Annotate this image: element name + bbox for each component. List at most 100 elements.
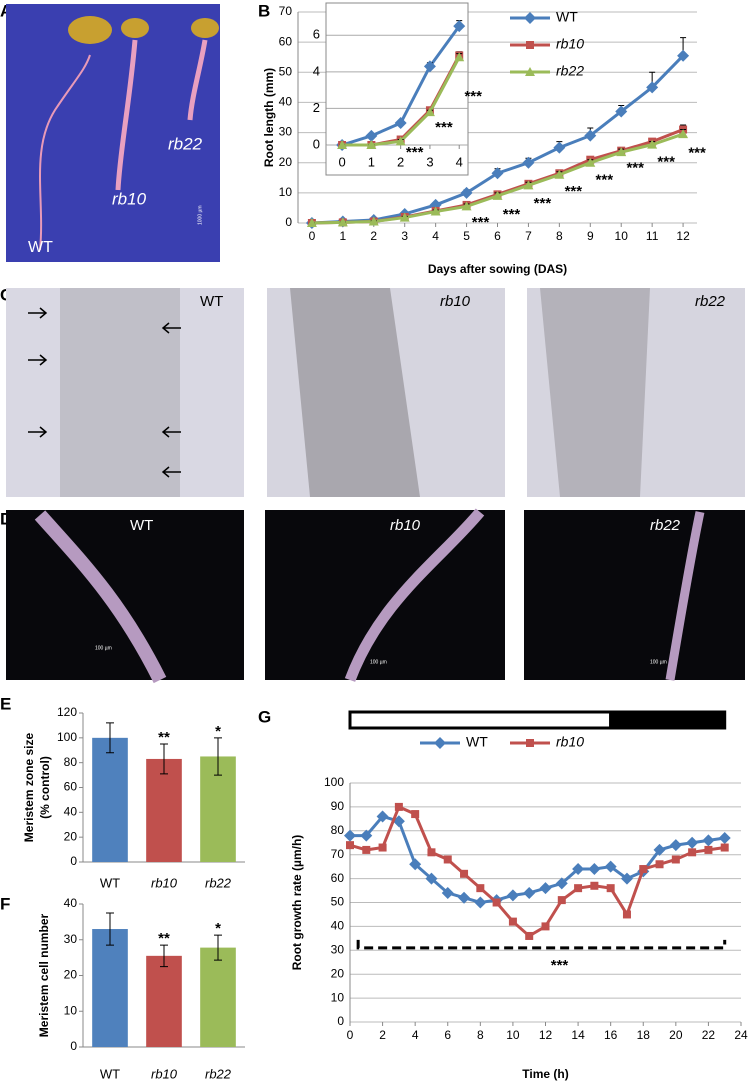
light-period (348, 710, 613, 730)
y-axis-label: Meristem cell number (37, 913, 51, 1037)
x-tick-label: 18 (637, 1028, 651, 1042)
marker (702, 834, 715, 847)
marker (453, 20, 466, 33)
marker (378, 843, 387, 852)
y-tick-label: 40 (331, 919, 345, 933)
annotation: *** (688, 145, 706, 162)
cotyledon (191, 18, 219, 38)
legend-label: rb22 (556, 63, 584, 79)
marker (584, 129, 597, 142)
x-tick-label: 6 (444, 1028, 451, 1042)
marker (616, 147, 627, 157)
scale-label: 100 µm (650, 659, 667, 665)
error-bar (214, 934, 222, 961)
y-tick-label: 60 (331, 871, 345, 885)
annotation: *** (464, 88, 482, 105)
marker (671, 855, 680, 864)
marker (337, 217, 348, 227)
scale-label: 1000 µm (197, 205, 203, 225)
x-tick-label: 4 (412, 1028, 419, 1042)
x-tick-label: 7 (525, 229, 532, 243)
marker (366, 140, 377, 149)
marker (360, 829, 373, 842)
y-axis-label: Meristem zone size (22, 732, 36, 842)
marker (454, 52, 465, 62)
marker (554, 169, 565, 179)
marker (718, 831, 731, 844)
marker (441, 886, 454, 899)
root (60, 288, 180, 497)
marker (572, 863, 585, 876)
marker (362, 845, 371, 854)
x-tick-label: 20 (669, 1028, 683, 1042)
marker (557, 896, 566, 905)
marker (337, 140, 348, 149)
legend-marker (525, 67, 535, 76)
y-axis-label: Root length (mm) (262, 68, 276, 167)
y-tick-label: 2 (313, 100, 320, 115)
marker (425, 872, 438, 885)
y-tick-label: 90 (331, 799, 345, 813)
legend-marker (526, 41, 534, 49)
marker (409, 858, 422, 871)
y-tick-label: 30 (64, 932, 78, 946)
root (540, 288, 650, 497)
x-tick-label: 10 (506, 1028, 520, 1042)
annotation: *** (534, 195, 552, 212)
legend-label: WT (466, 734, 488, 750)
marker (653, 843, 666, 856)
panel-letter: B (258, 1, 270, 20)
y-tick-label: 10 (331, 990, 345, 1004)
y-tick-label: 20 (331, 966, 345, 980)
marker (647, 139, 658, 149)
bracket (356, 939, 727, 950)
bar (92, 737, 128, 862)
label: WT (200, 293, 223, 310)
root (34, 510, 167, 684)
annotation: *** (565, 183, 583, 200)
label: rb22 (650, 517, 681, 534)
x-tick-label: 5 (463, 229, 470, 243)
error-bar (106, 912, 114, 946)
y-tick-label: 40 (279, 95, 293, 109)
x-tick-label: 16 (604, 1028, 618, 1042)
x-tick-label: 3 (401, 229, 408, 243)
significance: * (215, 723, 221, 740)
marker (555, 877, 568, 890)
marker (491, 167, 504, 180)
x-tick-label: 1 (340, 229, 347, 243)
x-tick-label: WT (100, 1066, 120, 1081)
x-tick-label: 4 (456, 154, 463, 169)
y-tick-label: 40 (64, 896, 78, 910)
marker (492, 898, 501, 907)
marker (508, 917, 517, 926)
x-tick-label: 1 (368, 154, 375, 169)
x-tick-label: 6 (494, 229, 501, 243)
marker (604, 860, 617, 873)
y-tick-label: 100 (57, 730, 77, 744)
marker (461, 201, 472, 211)
marker (615, 105, 628, 118)
x-tick-label: 2 (379, 1028, 386, 1042)
marker (622, 910, 631, 919)
y-tick-label: 70 (279, 4, 293, 18)
y-tick-label: 30 (331, 942, 345, 956)
y-tick-label: 20 (64, 829, 78, 843)
marker (476, 884, 485, 893)
annotation: *** (472, 214, 490, 231)
marker (655, 860, 664, 869)
label: WT (28, 239, 53, 256)
arrows (28, 307, 181, 478)
x-tick-label: 14 (571, 1028, 585, 1042)
significance: * (215, 920, 221, 937)
marker (688, 848, 697, 857)
marker (430, 206, 441, 216)
marker (460, 869, 469, 878)
y-tick-label: 50 (331, 895, 345, 909)
y-tick-label: 80 (64, 755, 78, 769)
y-tick-label: 0 (285, 215, 292, 229)
x-axis-label: Time (h) (522, 1067, 568, 1081)
y-tick-label: 60 (279, 34, 293, 48)
marker (399, 212, 410, 222)
bar (92, 929, 128, 1047)
